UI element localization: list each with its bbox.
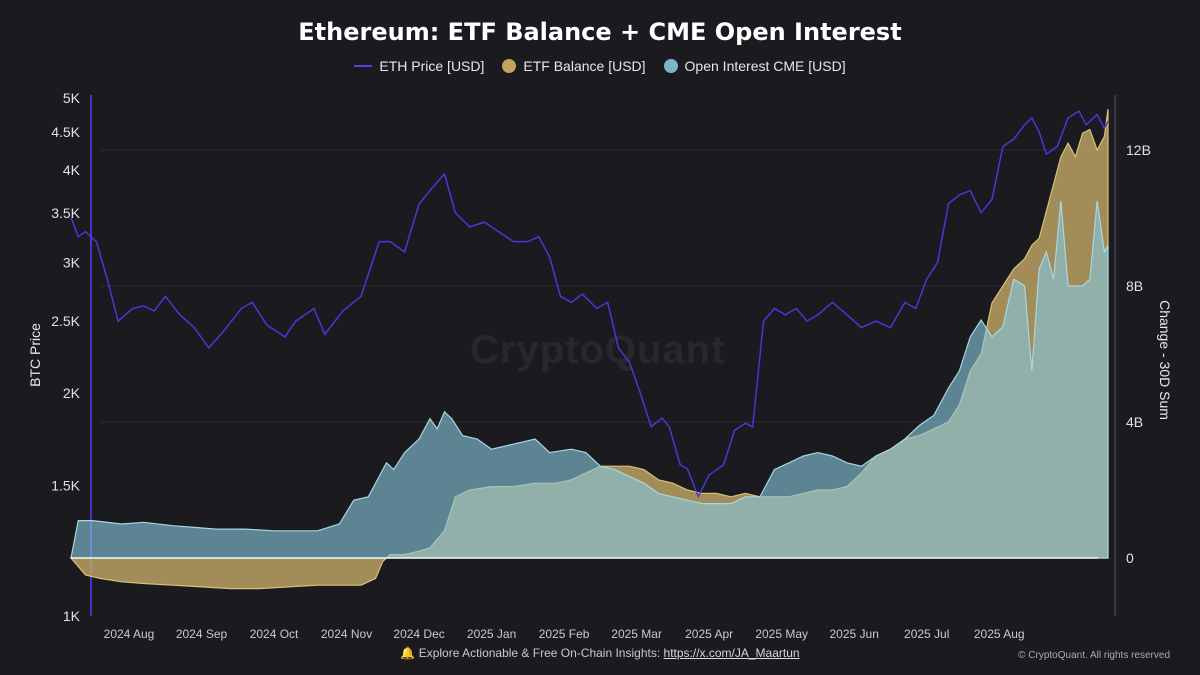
x-tick-label: 2024 Nov [321, 627, 372, 641]
left-tick-label: 1K [63, 608, 81, 624]
oi-cme-area [70, 200, 1109, 559]
left-tick-label: 4K [63, 162, 81, 178]
eth-line-swatch-icon [354, 65, 373, 67]
left-tick-label: 2.5K [51, 313, 80, 329]
x-tick-label: 2025 Aug [974, 627, 1025, 641]
legend-item-oi[interactable]: Open Interest CME [USD] [663, 58, 846, 74]
x-tick-label: 2025 Jul [904, 627, 949, 641]
legend: ETH Price [USD] ETF Balance [USD] Open I… [0, 58, 1200, 74]
x-tick-label: 2024 Sep [176, 627, 228, 641]
legend-item-eth[interactable]: ETH Price [USD] [354, 58, 484, 74]
left-tick-label: 5K [63, 90, 81, 106]
y-right-axis-label: Change - 30D Sum [1157, 300, 1173, 420]
left-tick-label: 2K [63, 385, 81, 401]
x-tick-label: 2024 Dec [393, 627, 444, 641]
legend-label-eth: ETH Price [USD] [379, 58, 485, 74]
legend-label-oi: Open Interest CME [USD] [684, 58, 846, 74]
right-tick-label: 8B [1126, 278, 1143, 294]
x-tick-label: 2025 Jun [829, 627, 878, 641]
x-tick-label: 2025 Feb [539, 627, 590, 641]
bell-icon: 🔔 [400, 646, 416, 660]
footer-text: Explore Actionable & Free On-Chain Insig… [418, 646, 661, 660]
x-tick-label: 2025 Jan [467, 627, 516, 641]
legend-item-etf[interactable]: ETF Balance [USD] [502, 58, 646, 74]
legend-label-etf: ETF Balance [USD] [523, 58, 646, 74]
x-tick-label: 2024 Aug [104, 627, 155, 641]
footer: 🔔 Explore Actionable & Free On-Chain Ins… [0, 646, 1200, 660]
x-tick-label: 2024 Oct [250, 627, 299, 641]
x-tick-label: 2025 May [755, 627, 808, 641]
right-tick-label: 4B [1126, 414, 1143, 430]
chart-title: Ethereum: ETF Balance + CME Open Interes… [298, 18, 902, 46]
y-left-axis-label: BTC Price [27, 323, 43, 387]
left-tick-label: 1.5K [51, 478, 80, 494]
left-tick-label: 4.5K [51, 124, 80, 140]
copyright: © CryptoQuant. All rights reserved [1018, 650, 1170, 661]
eth-price-line [70, 110, 1109, 499]
left-tick-label: 3K [63, 254, 81, 270]
footer-link[interactable]: https://x.com/JA_Maartun [663, 646, 800, 660]
x-tick-label: 2025 Apr [685, 627, 733, 641]
etf-dot-swatch-icon [502, 59, 517, 73]
x-tick-label: 2025 Mar [611, 627, 662, 641]
right-tick-label: 12B [1126, 142, 1151, 158]
right-tick-label: 0 [1126, 550, 1134, 566]
left-tick-label: 3.5K [51, 205, 80, 221]
watermark: CryptoQuant [470, 328, 726, 372]
oi-dot-swatch-icon [663, 59, 678, 73]
